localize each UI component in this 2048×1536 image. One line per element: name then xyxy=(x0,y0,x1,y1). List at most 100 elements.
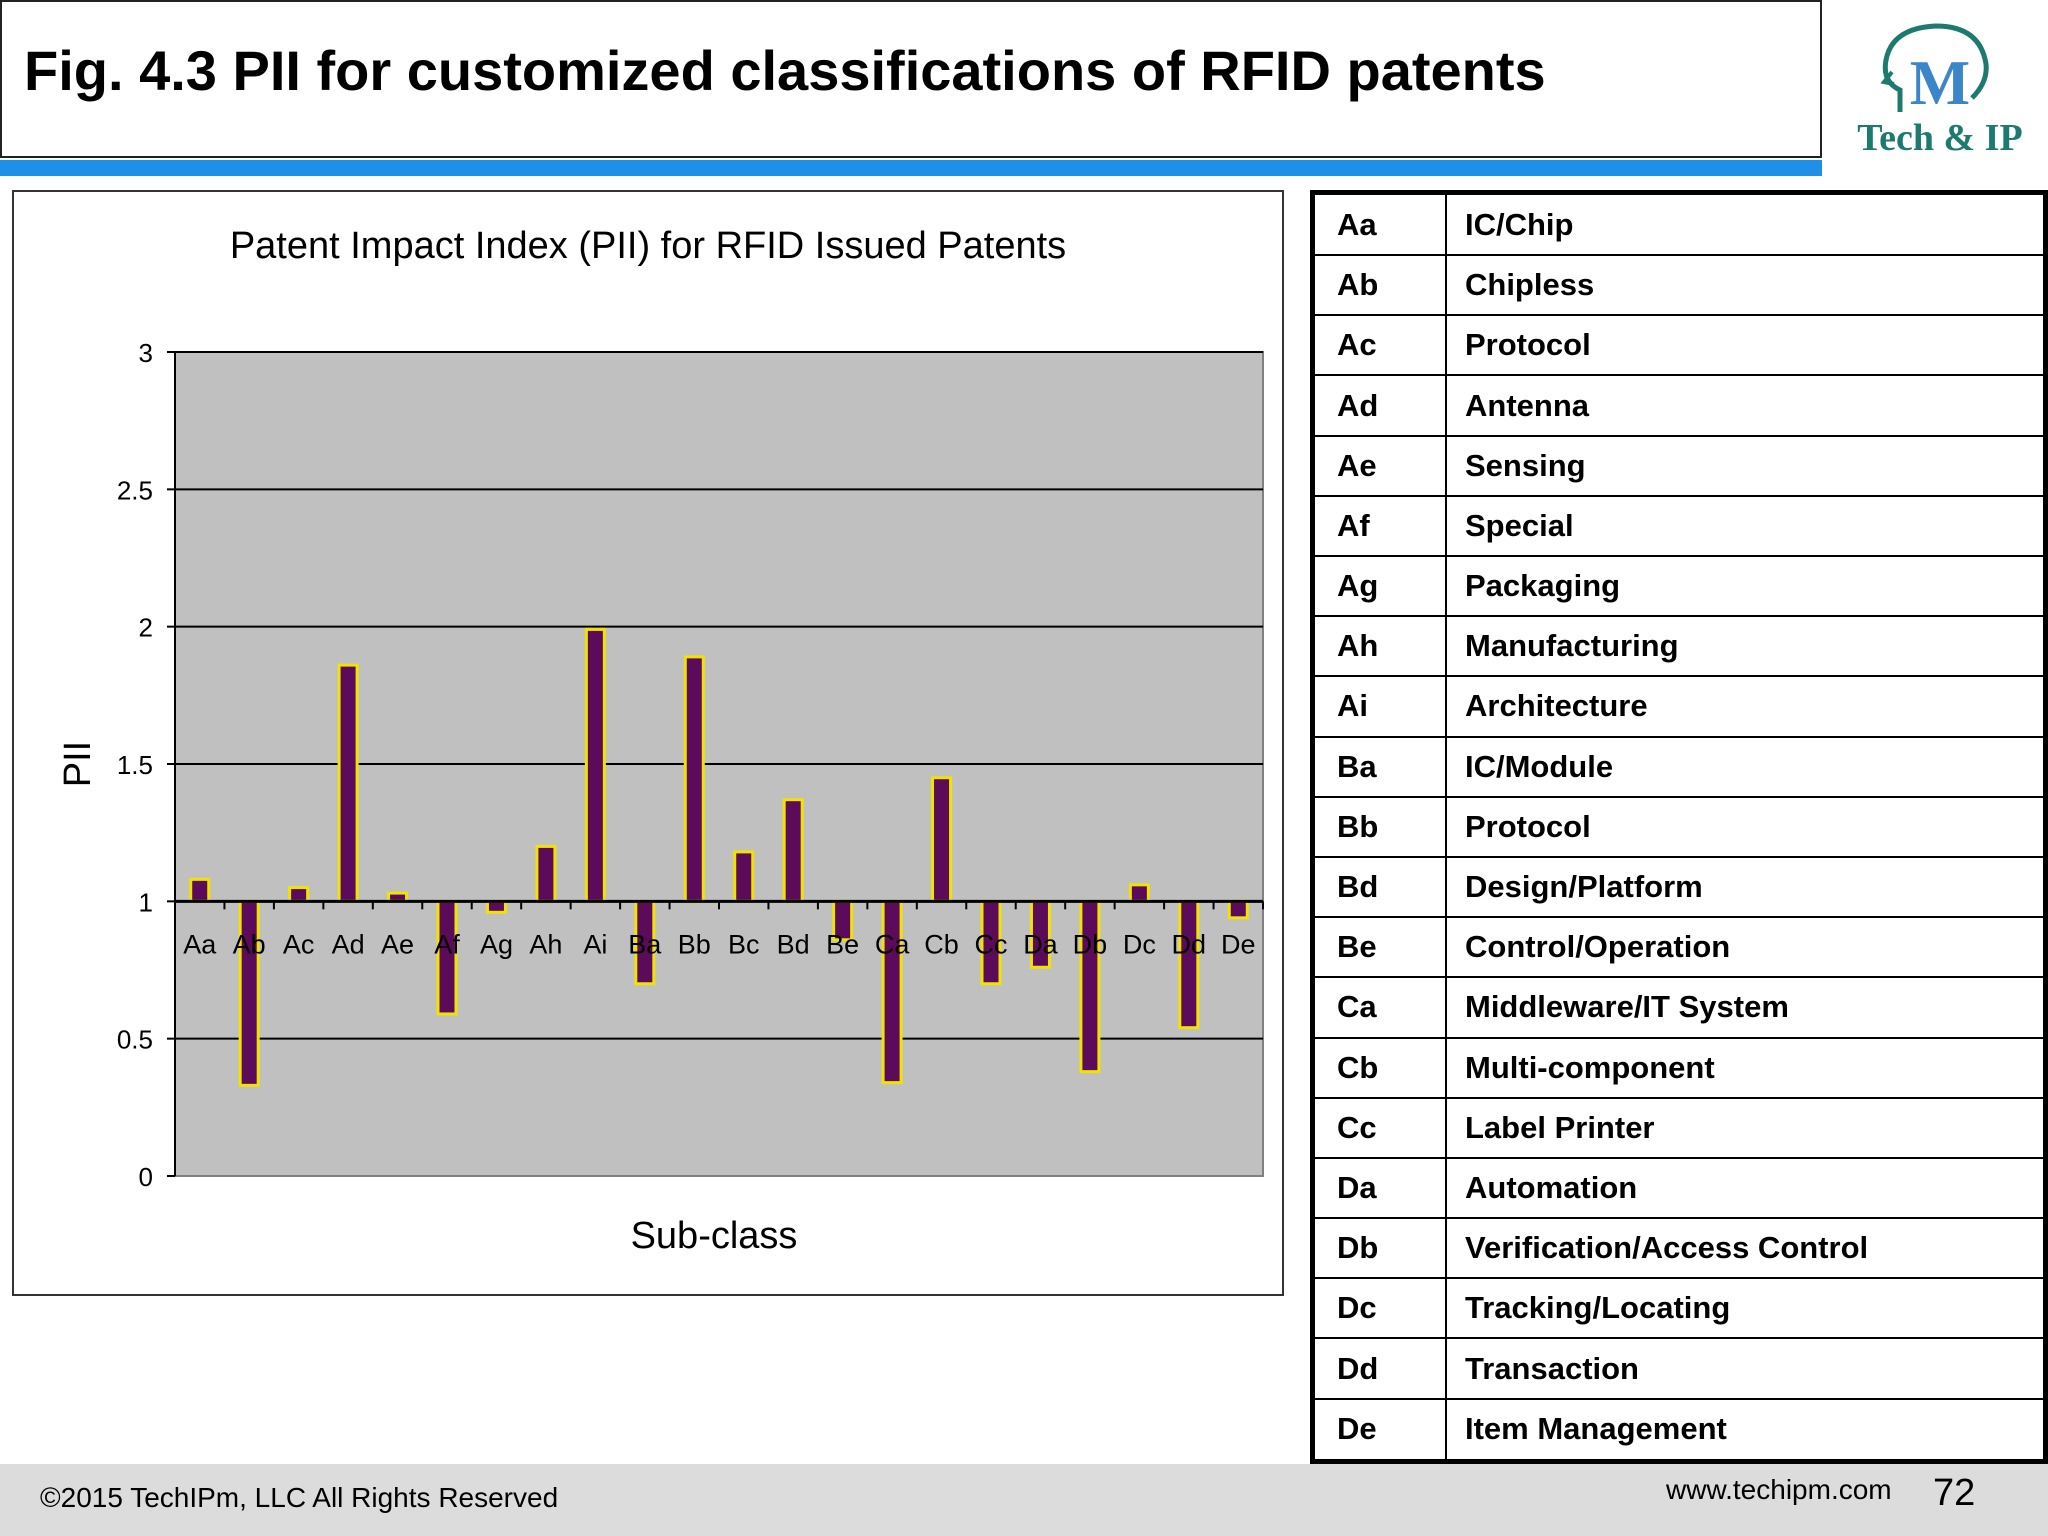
bar-dd xyxy=(1178,899,1200,1030)
legend-row: Dc Tracking/Locating xyxy=(1311,1277,2047,1340)
legend-code: De xyxy=(1311,1397,1447,1463)
bar-bd xyxy=(782,798,804,903)
legend-code: Ag xyxy=(1311,555,1447,618)
legend-code: Ab xyxy=(1311,254,1447,317)
x-tick-label: Bc xyxy=(728,929,760,959)
legend-code: Aa xyxy=(1311,191,1447,257)
head-silhouette-icon: M xyxy=(1880,23,1989,118)
y-tick-label: 0.5 xyxy=(117,1025,153,1055)
legend-name: Architecture xyxy=(1445,675,2047,738)
legend-row: Db Verification/Access Control xyxy=(1311,1217,2047,1280)
x-tick-label: Dc xyxy=(1123,929,1156,959)
x-tick-label: Ai xyxy=(583,929,607,959)
legend-name: Label Printer xyxy=(1445,1096,2047,1159)
legend-code: Ah xyxy=(1311,615,1447,678)
pii-bar-chart: Patent Impact Index (PII) for RFID Issue… xyxy=(57,225,1264,1257)
legend-row: Dd Transaction xyxy=(1311,1337,2047,1400)
page-number: 72 xyxy=(1933,1472,1976,1514)
legend-row: Ac Protocol xyxy=(1311,314,2047,377)
legend-code: Ai xyxy=(1311,675,1447,738)
title-underline xyxy=(0,160,1822,176)
legend-name: Sensing xyxy=(1445,434,2047,497)
legend-code: Ac xyxy=(1311,314,1447,377)
legend-row: Ai Architecture xyxy=(1311,675,2047,738)
legend-code: Ba xyxy=(1311,735,1447,798)
y-tick-label: 1 xyxy=(139,887,153,917)
y-tick-label: 3 xyxy=(139,338,153,368)
legend-name: Packaging xyxy=(1445,555,2047,618)
bar-db xyxy=(1079,899,1101,1074)
website-link[interactable]: www.techipm.com xyxy=(1666,1474,1892,1505)
legend-code: Cb xyxy=(1311,1036,1447,1099)
legend-name: Item Management xyxy=(1445,1397,2047,1463)
legend-row: Bb Protocol xyxy=(1311,795,2047,858)
x-tick-label: Be xyxy=(826,929,859,959)
x-tick-label: Cc xyxy=(975,929,1008,959)
legend-name: Automation xyxy=(1445,1156,2047,1220)
y-tick-label: 1.5 xyxy=(117,750,153,780)
x-tick-label: Af xyxy=(434,929,460,959)
legend-code: Af xyxy=(1311,494,1447,558)
legend-code: Da xyxy=(1311,1156,1447,1220)
legend-code: Dd xyxy=(1311,1337,1447,1400)
subclass-legend-table: Aa IC/Chip Ab Chipless Ac Protocol Ad Antenna Ae… xyxy=(1310,190,2048,1464)
bar-de xyxy=(1227,899,1249,920)
legend-name: IC/Chip xyxy=(1445,191,2047,257)
x-tick-label: Cb xyxy=(924,929,959,959)
legend-name: Special xyxy=(1445,494,2047,558)
x-axis-label: Sub-class xyxy=(631,1215,798,1257)
x-tick-label: Ba xyxy=(628,929,662,959)
y-tick-label: 0 xyxy=(139,1162,153,1192)
legend-code: Cc xyxy=(1311,1096,1447,1159)
bar-bc xyxy=(733,850,755,903)
legend-code: Ca xyxy=(1311,976,1447,1039)
x-tick-label: Ae xyxy=(381,929,414,959)
legend-row: Cb Multi-component xyxy=(1311,1036,2047,1099)
legend-row: De Item Management xyxy=(1311,1397,2047,1463)
logo-text: Tech & IP xyxy=(1857,117,2023,159)
legend-code: Ad xyxy=(1311,374,1447,437)
x-tick-label: Ah xyxy=(529,929,562,959)
legend-name: Protocol xyxy=(1445,795,2047,858)
legend-name: Control/Operation xyxy=(1445,916,2047,979)
x-tick-label: Db xyxy=(1073,929,1108,959)
x-tick-label: Bb xyxy=(678,929,711,959)
legend-row: Ad Antenna xyxy=(1311,374,2047,437)
x-tick-label: Bd xyxy=(777,929,810,959)
bar-ad xyxy=(337,663,359,903)
bar-aa xyxy=(189,877,211,903)
bar-ac xyxy=(288,886,310,903)
legend-row: Ae Sensing xyxy=(1311,434,2047,497)
x-tick-label: Ac xyxy=(283,929,315,959)
x-tick-label: Ca xyxy=(875,929,910,959)
chart-title: Patent Impact Index (PII) for RFID Issue… xyxy=(230,225,1066,267)
legend-row: Af Special xyxy=(1311,494,2047,558)
bar-cb xyxy=(931,776,953,903)
legend-code: Dc xyxy=(1311,1277,1447,1340)
legend-row: Be Control/Operation xyxy=(1311,916,2047,979)
legend-row: Bd Design/Platform xyxy=(1311,855,2047,919)
legend-code: Db xyxy=(1311,1217,1447,1280)
legend-code: Bd xyxy=(1311,855,1447,919)
legend-row: Ab Chipless xyxy=(1311,254,2047,317)
y-tick-label: 2 xyxy=(139,613,153,643)
legend-name: Manufacturing xyxy=(1445,615,2047,678)
legend-code: Bb xyxy=(1311,795,1447,858)
legend-row: Ah Manufacturing xyxy=(1311,615,2047,678)
x-tick-label: De xyxy=(1221,929,1256,959)
page-title: Fig. 4.3 PII for customized classificati… xyxy=(24,39,1546,102)
legend-row: Cc Label Printer xyxy=(1311,1096,2047,1159)
footer: ©2015 TechIPm, LLC All Rights Reserved w… xyxy=(0,1464,2048,1536)
legend-name: IC/Module xyxy=(1445,735,2047,798)
y-tick-label: 2.5 xyxy=(117,475,153,505)
legend-code: Be xyxy=(1311,916,1447,979)
x-tick-label: Ab xyxy=(233,929,266,959)
legend-row: Da Automation xyxy=(1311,1156,2047,1220)
bar-ai xyxy=(584,627,606,903)
title-box: Fig. 4.3 PII for customized classificati… xyxy=(0,0,1822,158)
chart-panel: Patent Impact Index (PII) for RFID Issue… xyxy=(12,190,1284,1296)
copyright-text: ©2015 TechIPm, LLC All Rights Reserved xyxy=(40,1482,559,1513)
x-tick-label: Ad xyxy=(332,929,365,959)
legend-code: Ae xyxy=(1311,434,1447,497)
legend-row: Ag Packaging xyxy=(1311,555,2047,618)
